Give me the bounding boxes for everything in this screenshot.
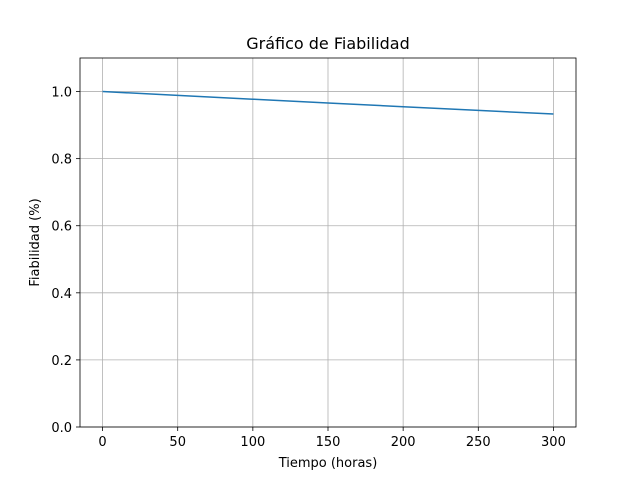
y-tick-label: 1.0 <box>51 86 72 101</box>
y-tick-label: 0.6 <box>51 220 72 235</box>
x-axis-label: Tiempo (horas) <box>278 456 378 471</box>
x-tick-label: 200 <box>391 435 416 450</box>
y-tick-label: 0.8 <box>51 153 72 168</box>
grid-layer <box>80 58 576 428</box>
chart-title: Gráfico de Fiabilidad <box>246 34 410 53</box>
y-tick-label: 0.4 <box>51 287 72 302</box>
x-tick-label: 150 <box>316 435 341 450</box>
x-tick-label: 300 <box>541 435 566 450</box>
x-tick-label: 100 <box>240 435 265 450</box>
y-axis-label: Fiabilidad (%) <box>28 198 43 286</box>
y-tick-label: 0.2 <box>51 354 72 369</box>
series-line <box>102 90 554 115</box>
x-tick-label: 0 <box>98 435 106 450</box>
tick-layer: 0 50 100 150 200 250 300 0.0 0.2 0.4 0.6 0.8 1.0 <box>51 86 566 450</box>
series-layer <box>102 90 554 115</box>
y-tick-label: 0.0 <box>51 421 72 436</box>
x-tick-label: 250 <box>466 435 491 450</box>
x-tick-label: 50 <box>169 435 186 450</box>
